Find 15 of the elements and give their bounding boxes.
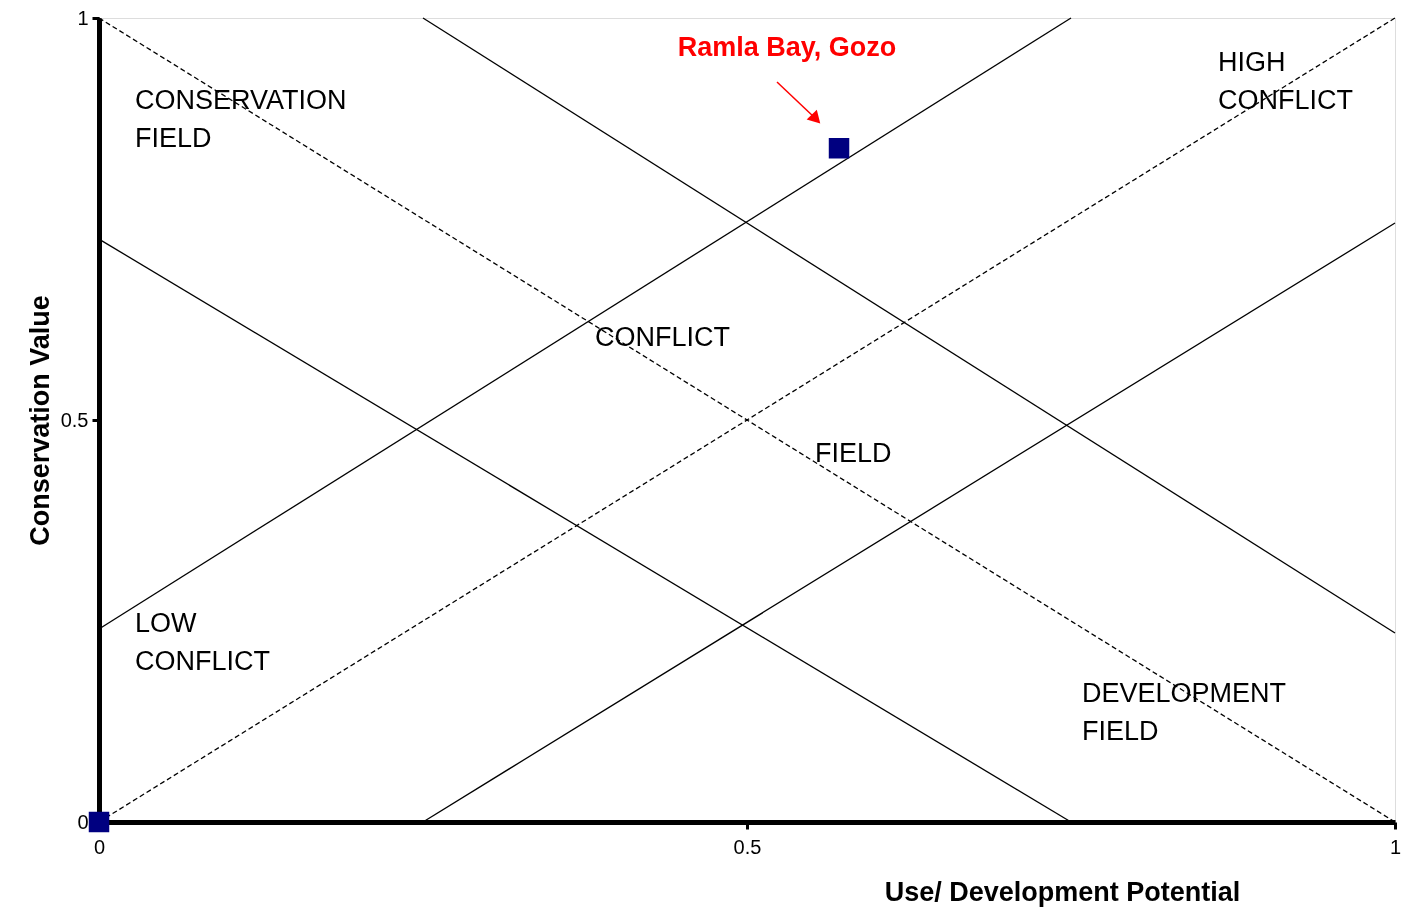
annotation: CONSERVATION FIELD: [135, 85, 347, 153]
y-tick-label: 0.5: [60, 408, 89, 431]
annotation: DEVELOPMENT FIELD: [1082, 678, 1287, 746]
x-tick-label: 0: [93, 835, 106, 858]
x-tick-label: 0.5: [733, 835, 762, 858]
x-tick-label: 1: [1389, 835, 1402, 858]
annotation: FIELD: [815, 438, 892, 468]
annotation: Ramla Bay, Gozo: [677, 32, 897, 62]
y-tick-label: 1: [77, 6, 89, 29]
annotation: CONFLICT: [595, 322, 730, 352]
y-axis-title: Conservation Value: [24, 295, 55, 546]
annotation: HIGH CONFLICT: [1218, 47, 1353, 115]
y-tick-label: 0: [77, 810, 89, 833]
x-axis-title: Use/ Development Potential: [884, 876, 1241, 907]
annotation: LOW CONFLICT: [135, 608, 270, 676]
